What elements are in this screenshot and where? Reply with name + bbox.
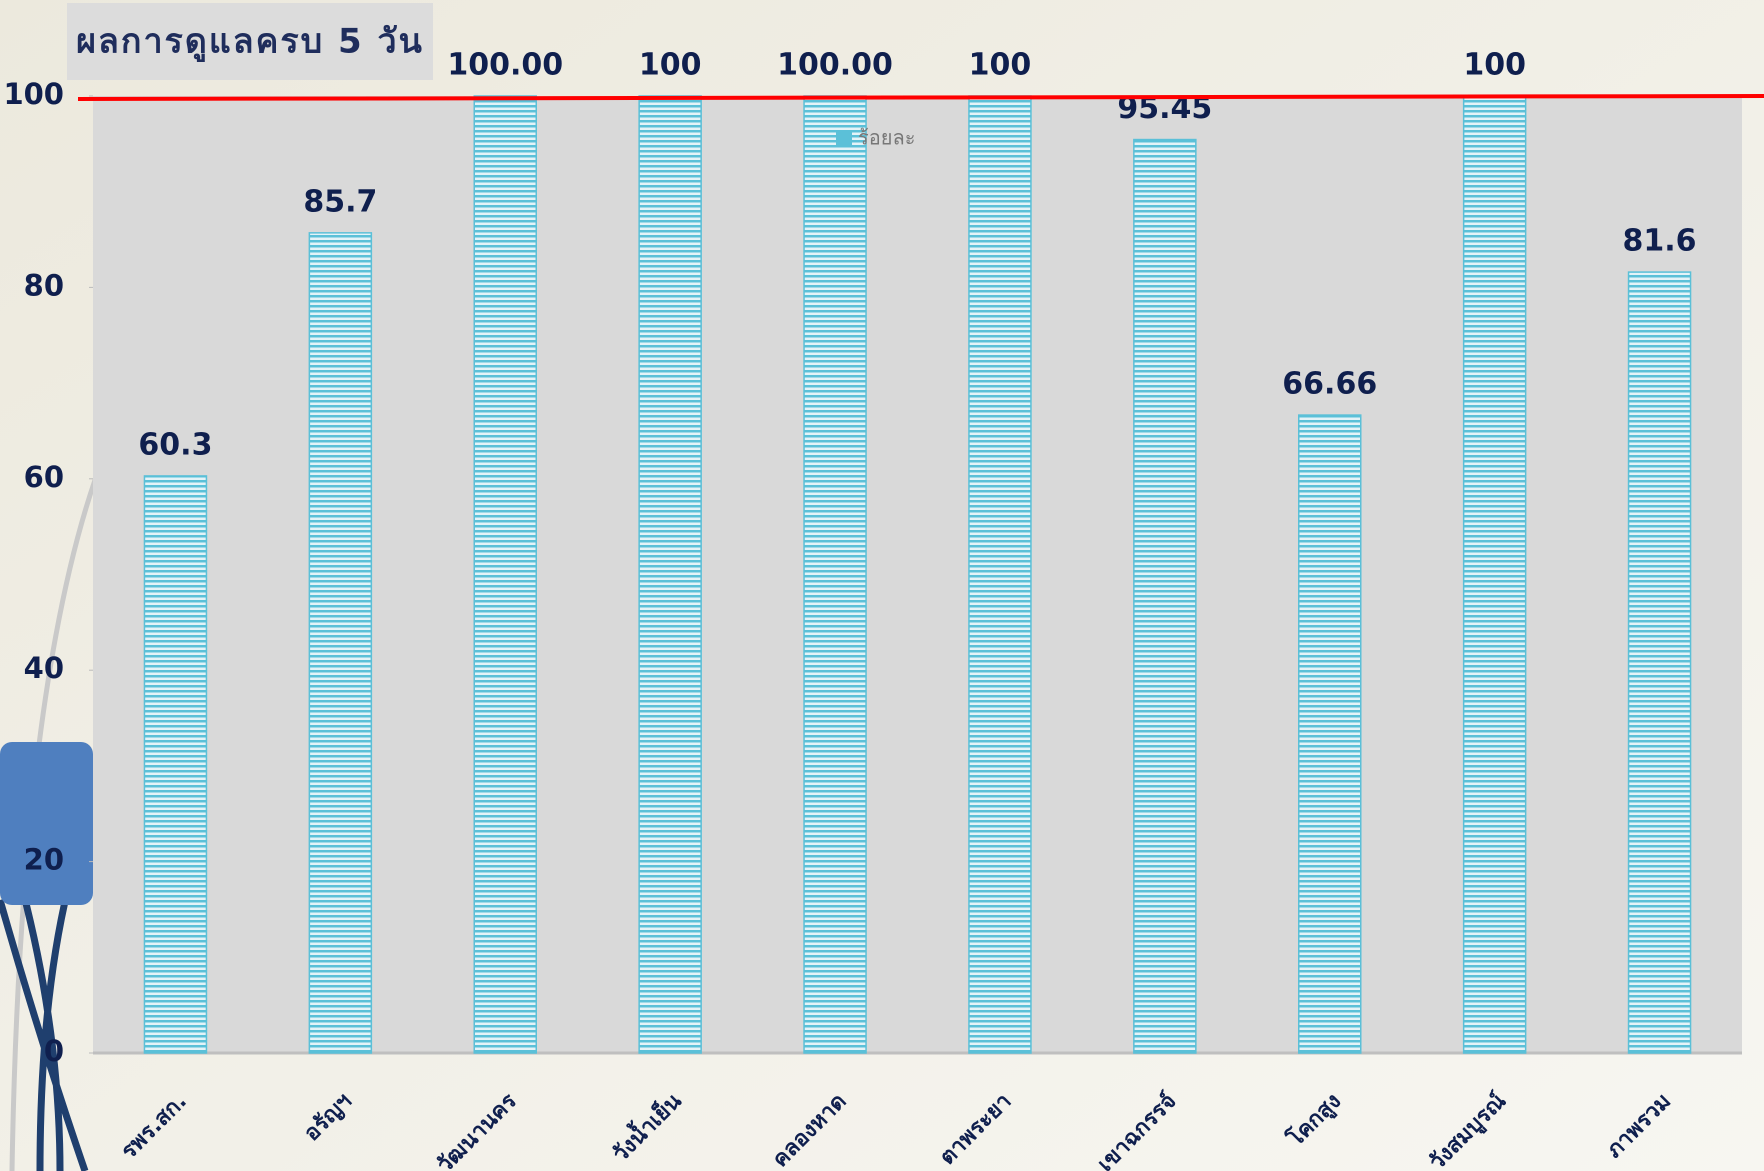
y-tick-label: 0 [44,1034,64,1068]
value-label: 100 [639,48,702,83]
value-label: 100.00 [447,48,563,83]
bar [639,96,701,1053]
value-label: 100 [1463,48,1526,83]
slide: ผลการดูแลครบ 5 วัน 020406080100รพร.สก.60… [0,0,1764,1171]
chart-title: ผลการดูแลครบ 5 วัน [76,22,424,63]
value-label: 60.3 [138,427,212,462]
y-tick-label: 40 [24,651,64,685]
bar [1464,96,1526,1053]
bar [1134,140,1196,1053]
bar [804,96,866,1053]
value-label: 100 [969,48,1032,83]
y-tick-label: 60 [24,460,64,494]
legend-swatch [836,131,852,147]
y-tick-label: 20 [24,843,64,877]
bar [1299,415,1361,1053]
bar [474,96,536,1053]
bar [1629,272,1691,1053]
value-label: 81.6 [1623,224,1697,259]
bar [969,96,1031,1053]
value-label: 100.00 [777,48,893,83]
page: {"chart_data": {"type": "bar", "title": … [0,0,1764,1171]
value-label: 66.66 [1282,367,1377,402]
legend-label: ร้อยละ [858,126,915,150]
bar [144,476,206,1053]
y-tick-label: 80 [24,268,64,302]
value-label: 85.7 [303,184,377,219]
y-tick-label: 100 [3,77,64,111]
bar [309,233,371,1053]
decor-block [0,742,93,905]
